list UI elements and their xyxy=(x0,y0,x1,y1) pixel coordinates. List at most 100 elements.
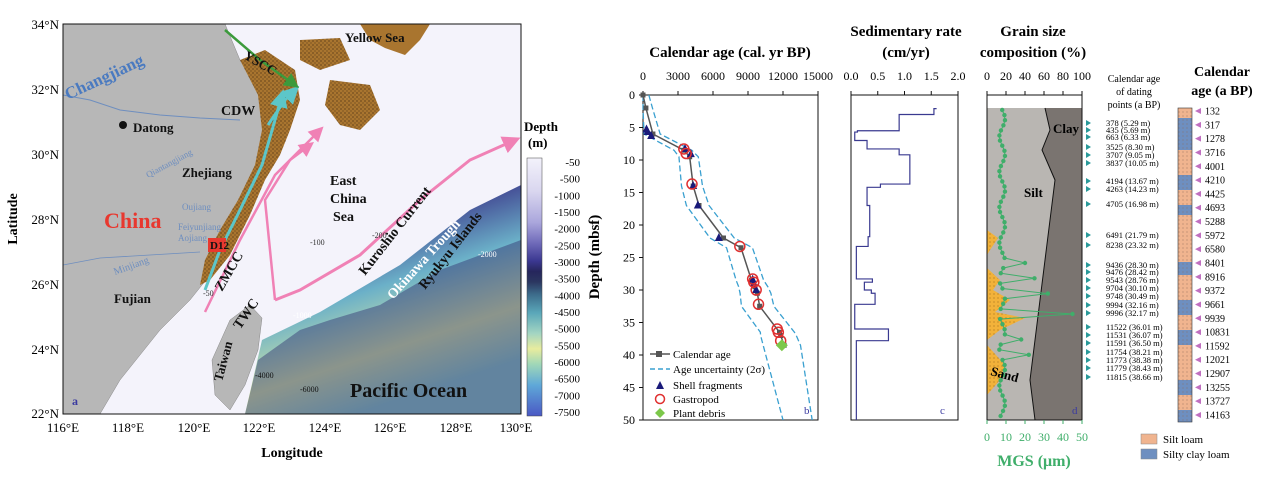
label-feiyunjiang: Feiyunjiang xyxy=(178,222,221,232)
mgs-point xyxy=(997,169,1002,174)
sed-rate-title-2: (cm/yr) xyxy=(882,45,929,61)
shell-fragment-point xyxy=(714,233,723,241)
grain-bottom-tick: 20 xyxy=(1019,430,1031,444)
legend-silt-loam-swatch xyxy=(1140,433,1158,445)
calendar-age-label: 12021 xyxy=(1205,355,1230,366)
legend-calendar-age-marker xyxy=(656,351,662,357)
lat-tick: 26°N xyxy=(31,277,59,292)
dating-point-marker xyxy=(1086,277,1091,283)
calendar-age-label: 6580 xyxy=(1205,245,1225,256)
calendar-strat-column xyxy=(1177,107,1193,423)
mgs-point xyxy=(997,133,1002,138)
age-depth-panel: Calendar age (cal. yr BP) 0 3000 6000 9000 1… xyxy=(587,45,833,427)
depth-legend-tick: -2500 xyxy=(554,240,580,252)
mgs-point xyxy=(998,163,1004,169)
calendar-age-line xyxy=(642,94,785,346)
grain-bottom-tick: 10 xyxy=(1000,430,1012,444)
calendar-age-marker xyxy=(1195,149,1201,156)
calendar-age-marker xyxy=(1195,163,1201,170)
mgs-point xyxy=(1002,398,1007,403)
shell-fragment-point xyxy=(643,127,652,136)
dating-point-label: 6491 (21.79 m) xyxy=(1106,230,1159,240)
map-ylabel: Latitude xyxy=(6,193,21,244)
sed-x-tick: 1.0 xyxy=(897,69,912,83)
plant-debris-point xyxy=(775,339,788,352)
dating-point-marker xyxy=(1086,201,1091,207)
calendar-age-point xyxy=(721,235,726,241)
dating-point-label: 11531 (36.07 m) xyxy=(1106,330,1163,340)
age-y-ticks: 0 5 10 15 20 25 30 35 40 45 50 xyxy=(623,88,643,427)
age-y-tick: 45 xyxy=(623,381,635,395)
dating-point-label: 435 (5.69 m) xyxy=(1106,125,1150,135)
dating-point-marker xyxy=(1086,232,1091,238)
mgs-point xyxy=(997,174,1003,179)
contour-6000: -6000 xyxy=(300,385,319,394)
contour-50: -50 xyxy=(203,289,214,298)
mgs-points xyxy=(997,107,1075,419)
dating-point-marker xyxy=(1086,144,1091,150)
dating-point-label: 3707 (9.05 m) xyxy=(1106,150,1155,160)
clay-silt-boundary xyxy=(1029,107,1056,421)
depth-legend-tick: -2000 xyxy=(554,224,580,236)
dating-point-label: 8238 (23.32 m) xyxy=(1106,240,1159,250)
cdw-plume xyxy=(266,85,300,126)
mgs-point xyxy=(1000,214,1005,220)
grain-top-ticks: 0 20 40 60 80 100 xyxy=(984,69,1091,95)
mgs-point xyxy=(1000,179,1005,184)
calendar-age-marker xyxy=(1195,356,1201,363)
age-y-tick: 5 xyxy=(629,121,635,135)
depth-legend-tick: -5000 xyxy=(554,324,580,336)
yellow-sea-sediment xyxy=(300,38,350,70)
silty-clay-band xyxy=(1178,205,1192,215)
mgs-point xyxy=(1002,296,1008,301)
dating-point-marker xyxy=(1086,349,1091,355)
dating-point-marker xyxy=(1086,127,1091,133)
calendar-age-marker xyxy=(1195,177,1201,184)
dating-point-label: 11522 (36.01 m) xyxy=(1106,322,1163,332)
mgs-point xyxy=(997,383,1002,388)
dating-point-marker xyxy=(1086,332,1091,338)
grain-bottom-tick: 30 xyxy=(1038,430,1050,444)
mgs-point xyxy=(998,413,1003,419)
mgs-point xyxy=(998,271,1003,276)
dating-point-label: 9436 (28.30 m) xyxy=(1106,260,1159,270)
grain-title-2: composition (%) xyxy=(980,45,1086,61)
dating-point-label: 4263 (14.23 m) xyxy=(1106,184,1159,194)
gastropod-point xyxy=(680,147,692,160)
depth-legend-tick: -1500 xyxy=(554,207,580,219)
kuroshio-current-arrow xyxy=(274,136,521,302)
calendar-age-label: 9939 xyxy=(1205,314,1225,325)
age-panel-label: b xyxy=(804,405,810,417)
map-frame xyxy=(62,23,522,415)
grain-panel-label: d xyxy=(1072,405,1078,417)
lat-tick: 34°N xyxy=(31,17,59,32)
silt-loam-band xyxy=(1178,275,1192,300)
label-ecs-1: East xyxy=(330,174,357,189)
sand-area xyxy=(987,230,1025,395)
calendar-age-marker xyxy=(1195,329,1201,336)
d12-site-marker xyxy=(208,238,226,252)
grain-size-panel: Grain size composition (%) 0 20 40 60 80 100 … xyxy=(980,24,1091,470)
mgs-point xyxy=(1001,194,1006,199)
calendar-age-marker xyxy=(1195,232,1201,239)
label-d12: D12 xyxy=(210,240,229,252)
silty-clay-band xyxy=(1178,410,1192,422)
label-zhejiang: Zhejiang xyxy=(182,165,232,180)
mgs-point xyxy=(997,347,1002,352)
silty-clay-band xyxy=(1178,300,1192,315)
calendar-age-label: 4693 xyxy=(1205,203,1225,214)
sed-x-ticks: 0.0 0.5 1.0 1.5 2.0 xyxy=(844,69,966,95)
age-x-ticks: 0 3000 6000 9000 12000 15000 xyxy=(640,69,833,95)
sed-rate-line xyxy=(854,108,937,420)
depth-legend-tick: -500 xyxy=(560,174,581,186)
dating-point-label: 4194 (13.67 m) xyxy=(1106,176,1159,186)
grain-top-tick: 60 xyxy=(1038,69,1050,83)
mgs-point xyxy=(1032,276,1037,281)
dating-point-label: 11591 (36.50 m) xyxy=(1106,338,1163,348)
dating-point-label: 11815 (38.66 m) xyxy=(1106,372,1163,382)
grain-bottom-tick: 40 xyxy=(1057,430,1069,444)
mgs-point xyxy=(998,388,1003,393)
dating-title-3: points (a BP) xyxy=(1108,100,1161,111)
calendar-column-panel: Calendar age (a BP) 132 317 1278 3716 4001 42… xyxy=(1140,65,1253,461)
calendar-age-label: 8916 xyxy=(1205,272,1225,283)
